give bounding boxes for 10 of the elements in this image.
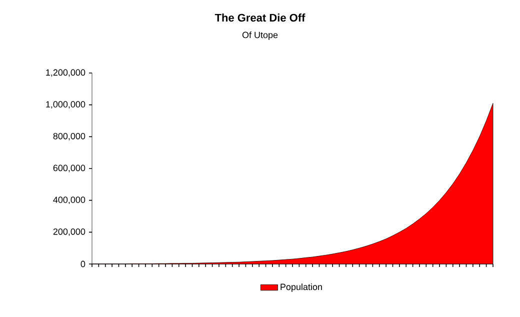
- chart-title: The Great Die Off: [214, 14, 306, 22]
- y-tick-label: 1,200,000: [46, 69, 86, 77]
- y-tick-label: 800,000: [53, 132, 86, 140]
- y-tick-label: 200,000: [53, 228, 86, 236]
- chart-subtitle: Of Utope: [242, 32, 278, 40]
- y-tick-label: 1,000,000: [46, 101, 86, 109]
- y-tick-label: 600,000: [53, 164, 86, 172]
- y-tick-label: 400,000: [53, 196, 86, 204]
- y-tick-label: 0: [80, 260, 86, 268]
- legend-label: Population: [280, 283, 322, 292]
